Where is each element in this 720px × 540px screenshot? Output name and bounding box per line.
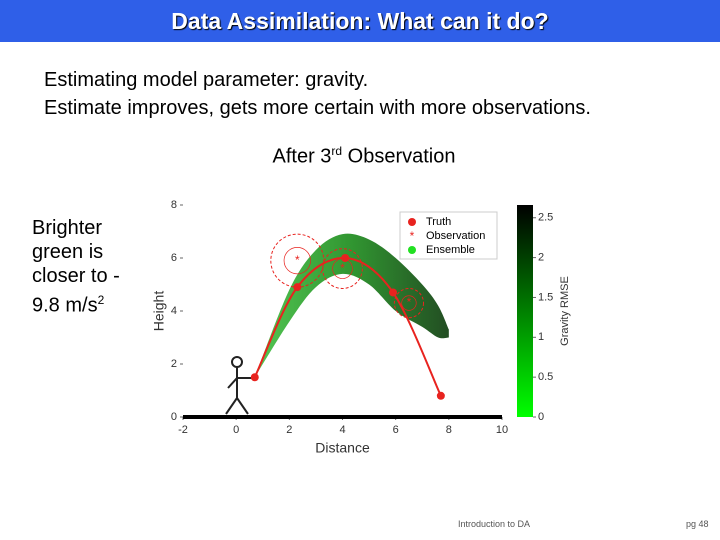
x-tick-label: 2 (286, 424, 292, 436)
observation-error-inner (283, 247, 311, 275)
subtitle-text: Observation (342, 145, 456, 168)
colorbar-tick-label: 0.5 (538, 371, 553, 383)
x-tick-label: 10 (496, 424, 508, 436)
truth-point (250, 373, 259, 382)
y-tick-label: 8 (171, 199, 177, 211)
colorbar (517, 205, 533, 417)
y-tick-label: 6 (171, 252, 177, 264)
legend-label: Ensemble (426, 244, 475, 256)
superscript: rd (331, 144, 343, 158)
legend-label: Observation (426, 230, 485, 242)
bullet: Estimate improves, gets more certain wit… (44, 97, 591, 119)
truth-point (389, 288, 398, 297)
observation-error-inner (401, 295, 417, 311)
y-axis-label: Height (151, 291, 167, 332)
colorbar-tick-label: 2 (538, 252, 544, 264)
legend-symbol: * (410, 229, 415, 243)
y-tick-label: 4 (171, 305, 177, 317)
subtitle-text: After 3 (272, 145, 332, 168)
colorbar-tick-label: 1 (538, 331, 544, 343)
x-axis-label: Distance (315, 440, 370, 456)
legend-label: Truth (426, 216, 451, 228)
legend-symbol (408, 246, 416, 254)
x-tick-label: 4 (339, 424, 345, 436)
bullets: Estimating model parameter: gravity. Est… (44, 66, 591, 122)
page-number: pg 48 (686, 519, 709, 529)
stick-figure (225, 356, 256, 415)
x-tick-label: 0 (233, 424, 239, 436)
colorbar-tick-label: 2.5 (538, 212, 553, 224)
y-tick-label: 2 (171, 358, 177, 370)
colorbar-tick-label: 0 (538, 411, 544, 423)
x-tick-label: 6 (393, 424, 399, 436)
slide-title: Data Assimilation: What can it do? (0, 0, 720, 42)
x-tick-label: -2 (178, 424, 188, 436)
legend-symbol (408, 218, 416, 226)
x-tick-label: 8 (446, 424, 452, 436)
y-tick-label: 0 (171, 411, 177, 423)
observation-point: * (340, 261, 345, 275)
truth-point (436, 391, 445, 400)
side-note-text: Brighter green is closer to - 9.8 m/s (32, 217, 120, 317)
subtitle: After 3rd Observation (0, 144, 720, 169)
superscript: 2 (97, 293, 105, 307)
legend (399, 211, 498, 260)
ensemble-area (254, 233, 449, 378)
observation-error (322, 248, 363, 289)
bullet: Estimating model parameter: gravity. (44, 69, 369, 91)
observation-point: * (407, 295, 412, 309)
colorbar-tick-label: 1.5 (538, 291, 553, 303)
observation-error (393, 287, 425, 319)
observation-error-inner (332, 258, 353, 279)
side-note: Brighter green is closer to - 9.8 m/s2 (32, 216, 152, 318)
observation-point: * (295, 253, 300, 267)
colorbar-label: Gravity RMSE (559, 276, 571, 346)
footer: Introduction to DA (458, 519, 531, 529)
observation-error (270, 233, 325, 288)
